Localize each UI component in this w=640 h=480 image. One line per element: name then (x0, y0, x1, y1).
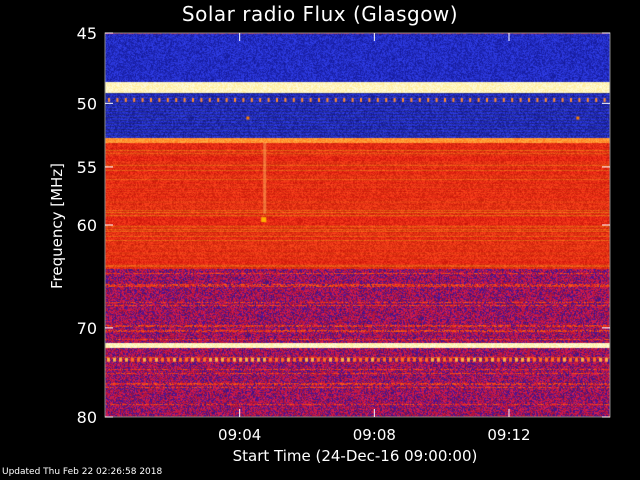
spectrogram-heatmap (105, 33, 610, 417)
y-axis-label: Frequency [MHz] (48, 163, 66, 289)
spectrogram-plot-area (105, 33, 610, 417)
y-tick-label: 80 (77, 408, 97, 427)
x-axis-label: Start Time (24-Dec-16 09:00:00) (233, 447, 478, 465)
y-tick-label: 70 (77, 319, 97, 338)
y-tick-label: 45 (77, 24, 97, 43)
x-tick-label: 09:08 (353, 426, 396, 444)
x-tick-label: 09:12 (487, 426, 530, 444)
x-tick-label: 09:04 (218, 426, 261, 444)
y-tick-label: 55 (77, 158, 97, 177)
updated-timestamp: Updated Thu Feb 22 02:26:58 2018 (2, 467, 163, 477)
y-tick-label: 50 (77, 94, 97, 113)
y-tick-label: 60 (77, 216, 97, 235)
chart-title: Solar radio Flux (Glasgow) (181, 2, 459, 26)
x-axis: 09:04 09:08 09:12 (218, 33, 531, 444)
y-axis: 45 50 55 60 70 80 (77, 24, 610, 427)
